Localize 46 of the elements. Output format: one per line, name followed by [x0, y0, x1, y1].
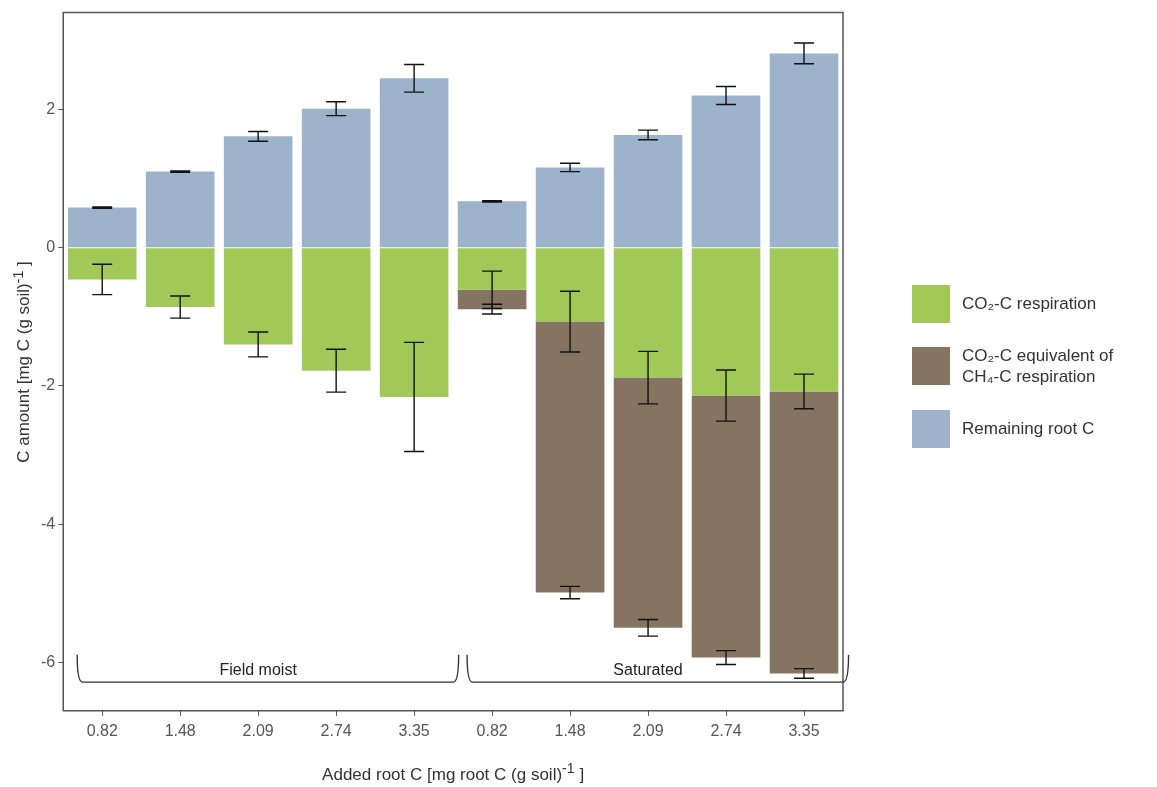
x-tick-label: 3.35: [788, 721, 820, 739]
bar: [301, 248, 371, 371]
legend-label: Remaining root C: [962, 417, 1095, 440]
x-tick-label: 2.74: [710, 721, 742, 739]
bar: [613, 134, 683, 248]
x-tick-label: 2.09: [242, 721, 274, 739]
x-tick-label: 2.09: [632, 721, 664, 739]
y-tick-label: -6: [40, 652, 56, 670]
bar: [613, 377, 683, 628]
bar: [67, 207, 137, 248]
legend-label: CO₂-C respiration: [962, 293, 1097, 315]
x-tick-label: 2.74: [320, 721, 352, 739]
bar: [769, 53, 839, 248]
annotation: Saturated: [613, 660, 683, 678]
bar: [613, 248, 683, 378]
bar: [691, 248, 761, 396]
x-tick-label: 1.48: [164, 721, 196, 739]
x-axis-title: Added root C [mg root C (g soil)$^{-1}$ ]: [322, 760, 585, 785]
bar: [769, 248, 839, 392]
bar: [457, 289, 527, 310]
bar: [535, 248, 605, 322]
y-tick-label: -2: [40, 376, 56, 394]
bar: [457, 248, 527, 290]
x-tick-label: 3.35: [398, 721, 430, 739]
bar: [535, 321, 605, 593]
legend-label: CO₂-C equivalent of CH₄-C respiration: [962, 345, 1115, 388]
bar: [301, 108, 371, 248]
x-tick-label: 1.48: [554, 721, 586, 739]
bar: [769, 391, 839, 674]
bar: [379, 78, 449, 248]
bar: [145, 248, 215, 308]
x-tick-label: 0.82: [476, 721, 508, 739]
y-tick-label: 2: [46, 99, 56, 117]
x-tick-label: 0.82: [86, 721, 118, 739]
bar: [457, 201, 527, 248]
bar: [223, 248, 293, 345]
bar: [145, 171, 215, 248]
annotation: Field moist: [219, 660, 298, 678]
y-tick-label: 0: [46, 238, 56, 256]
bar: [535, 167, 605, 248]
bar: [691, 95, 761, 248]
bar: [67, 248, 137, 280]
bar: [223, 136, 293, 248]
bar: [691, 395, 761, 658]
bar: [379, 248, 449, 397]
y-tick-label: -4: [40, 514, 56, 532]
